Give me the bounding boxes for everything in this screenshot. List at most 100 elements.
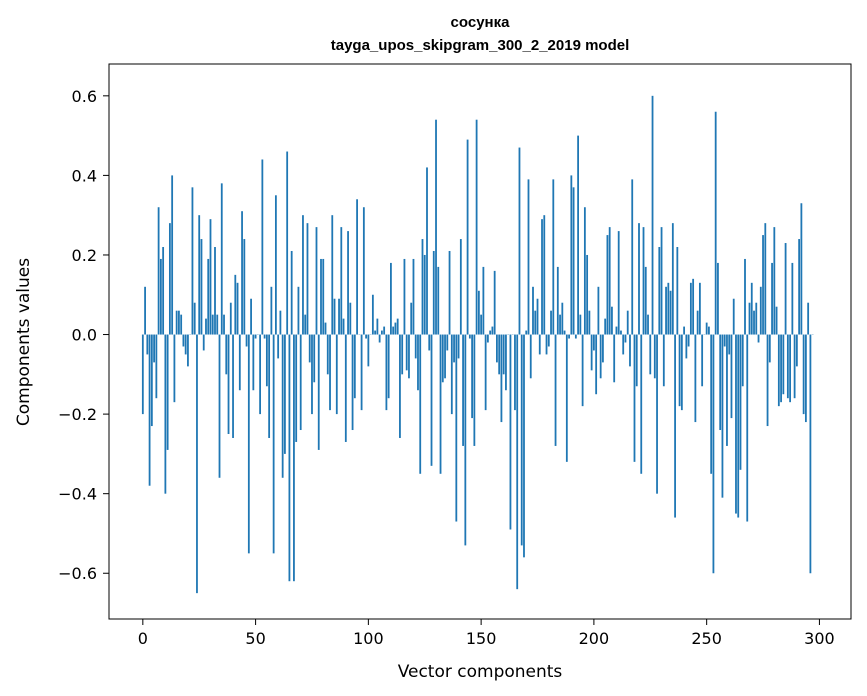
- bar-288: [791, 262, 794, 335]
- bar-275: [762, 235, 764, 335]
- bar-269: [748, 302, 751, 335]
- bar-225: [649, 334, 652, 375]
- bar-154: [489, 330, 492, 335]
- bar-3: [148, 334, 151, 486]
- bar-125: [423, 254, 426, 335]
- bar-189: [568, 334, 570, 339]
- bar-24: [196, 334, 198, 594]
- bar-7: [157, 207, 160, 335]
- bar-182: [552, 179, 555, 335]
- bar-123: [419, 334, 422, 474]
- bar-147: [473, 334, 476, 446]
- bar-64: [286, 151, 289, 335]
- bar-130: [435, 119, 437, 335]
- bar-199: [590, 334, 593, 371]
- bar-72: [304, 314, 307, 335]
- bar-212: [620, 330, 622, 335]
- bar-223: [644, 266, 647, 335]
- bar-62: [281, 334, 284, 478]
- bar-88: [340, 227, 343, 335]
- bar-132: [439, 334, 442, 474]
- bar-84: [331, 215, 334, 335]
- x-tick-label-50: 50: [245, 629, 265, 648]
- bar-176: [538, 334, 541, 355]
- bar-116: [403, 258, 406, 335]
- bar-41: [234, 274, 237, 335]
- bar-209: [613, 334, 616, 383]
- bar-202: [597, 286, 600, 335]
- bar-113: [396, 318, 399, 335]
- bar-137: [450, 334, 453, 415]
- bar-105: [378, 334, 381, 343]
- bar-251: [708, 326, 710, 335]
- bar-95: [356, 199, 358, 335]
- bar-175: [536, 298, 539, 335]
- y-tick-label-6: 0.6: [72, 87, 97, 106]
- bar-63: [284, 334, 286, 454]
- bar-145: [468, 334, 471, 339]
- bar-200: [592, 334, 595, 351]
- bar-97: [360, 334, 363, 411]
- bar-120: [412, 258, 415, 335]
- bar-188: [565, 334, 568, 462]
- bar-69: [297, 286, 300, 335]
- bar-series: [141, 95, 814, 594]
- bar-160: [502, 334, 505, 375]
- bar-247: [698, 282, 701, 335]
- bar-159: [500, 334, 503, 423]
- bar-148: [475, 119, 478, 335]
- bar-93: [351, 334, 354, 431]
- bar-45: [243, 239, 246, 335]
- bar-291: [798, 239, 801, 335]
- bar-110: [390, 262, 392, 335]
- x-tick-label-100: 100: [353, 629, 384, 648]
- bar-56: [268, 334, 271, 438]
- bar-293: [802, 334, 805, 415]
- bar-0: [141, 334, 144, 415]
- bar-11: [166, 334, 169, 450]
- bar-290: [795, 334, 798, 367]
- bar-285: [784, 243, 787, 335]
- bar-102: [371, 294, 374, 335]
- bar-8: [159, 258, 162, 335]
- bar-257: [721, 334, 724, 498]
- bar-273: [757, 334, 760, 343]
- bar-203: [599, 334, 602, 379]
- bar-258: [723, 334, 726, 347]
- bar-195: [581, 334, 584, 407]
- bar-146: [471, 334, 473, 419]
- bar-220: [638, 223, 640, 335]
- bar-14: [173, 334, 176, 403]
- bar-239: [680, 334, 683, 411]
- bar-281: [775, 306, 778, 335]
- bar-244: [692, 278, 695, 335]
- bar-13: [171, 175, 174, 335]
- bar-112: [394, 322, 397, 335]
- bar-39: [229, 302, 232, 335]
- bar-250: [705, 322, 708, 335]
- bar-183: [554, 334, 557, 446]
- bar-57: [270, 286, 273, 335]
- bar-231: [662, 334, 665, 387]
- bar-92: [349, 302, 352, 335]
- bar-292: [800, 203, 803, 335]
- bar-270: [750, 282, 753, 335]
- bar-58: [272, 334, 275, 554]
- bar-194: [579, 314, 582, 335]
- bar-227: [653, 334, 656, 379]
- axis-ticks: 0 50 100 150 200 250 300 −0.6 −0.4 −0.2 0.0 0.2 0.4 0…: [58, 87, 835, 648]
- bar-68: [295, 334, 298, 442]
- bar-81: [324, 322, 327, 335]
- bar-171: [527, 179, 530, 335]
- bar-2: [146, 334, 149, 355]
- bar-264: [737, 334, 740, 518]
- bar-296: [809, 334, 812, 574]
- bar-226: [651, 95, 654, 335]
- bar-168: [520, 334, 523, 546]
- bar-221: [640, 334, 643, 474]
- bar-278: [768, 334, 771, 363]
- bar-210: [615, 326, 618, 335]
- bar-47: [247, 334, 250, 554]
- bar-165: [514, 334, 516, 411]
